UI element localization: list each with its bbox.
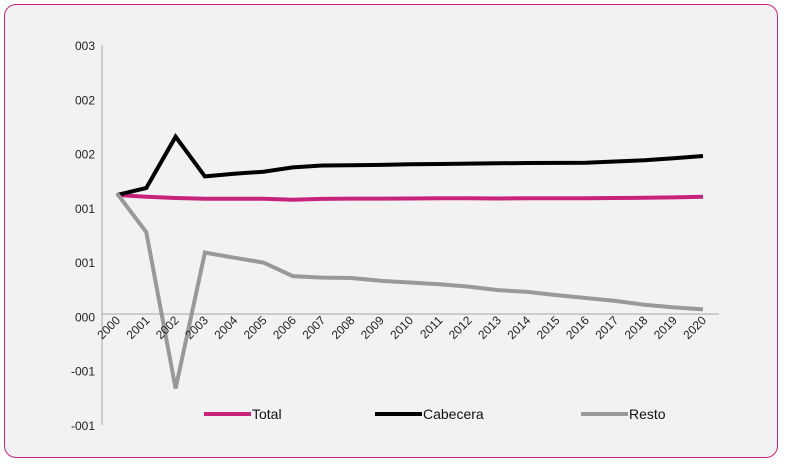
y-tick-label: -001 — [71, 419, 95, 433]
x-axis-tick-labels: 2000 2001 2002 2003 2004 2005 2006 2007 2008 2009… — [94, 313, 709, 342]
x-tick-label: 2000 — [94, 313, 123, 342]
x-tick-label: 2019 — [651, 313, 680, 342]
y-tick-label: 000 — [75, 310, 95, 324]
x-tick-label: 2016 — [563, 313, 592, 342]
legend-label-cabecera: Cabecera — [423, 406, 484, 422]
x-tick-label: 2009 — [358, 313, 387, 342]
x-tick-label: 2015 — [534, 313, 563, 342]
x-tick-label: 2006 — [270, 313, 299, 342]
x-tick-label: 2010 — [387, 313, 416, 342]
series-line-total — [116, 193, 704, 202]
y-tick-label: 002 — [75, 93, 95, 107]
x-tick-label: 2001 — [124, 313, 153, 342]
x-tick-label: 2005 — [241, 313, 270, 342]
legend-label-total: Total — [252, 406, 282, 422]
y-tick-label: -001 — [71, 365, 95, 379]
y-tick-label: 001 — [75, 256, 95, 270]
x-tick-label: 2014 — [505, 313, 534, 342]
x-tick-label: 2008 — [329, 313, 358, 342]
line-chart: 003 002 002 001 001 000 -001 -001 2000 2001 2002 2… — [71, 39, 719, 433]
x-tick-label: 2013 — [475, 313, 504, 342]
y-tick-label: 002 — [75, 148, 95, 162]
x-tick-label: 2018 — [622, 313, 651, 342]
x-tick-label: 2017 — [592, 313, 621, 342]
y-axis-tick-labels: 003 002 002 001 001 000 -001 -001 — [71, 39, 95, 433]
legend-label-resto: Resto — [629, 406, 666, 422]
x-tick-label: 2011 — [417, 313, 445, 341]
series-lines — [115, 133, 704, 389]
x-tick-label: 2003 — [182, 313, 211, 342]
y-tick-label: 003 — [75, 39, 95, 53]
x-tick-label: 2007 — [299, 313, 328, 342]
chart-frame: 003 002 002 001 001 000 -001 -001 2000 2001 2002 2… — [4, 4, 778, 458]
series-line-cabecera — [116, 133, 704, 197]
x-tick-label: 2020 — [680, 313, 709, 342]
legend: Total Cabecera Resto — [204, 406, 666, 422]
y-tick-label: 001 — [75, 202, 95, 216]
x-tick-label: 2012 — [446, 313, 475, 342]
x-tick-label: 2004 — [212, 313, 241, 342]
series-line-resto — [115, 192, 704, 389]
